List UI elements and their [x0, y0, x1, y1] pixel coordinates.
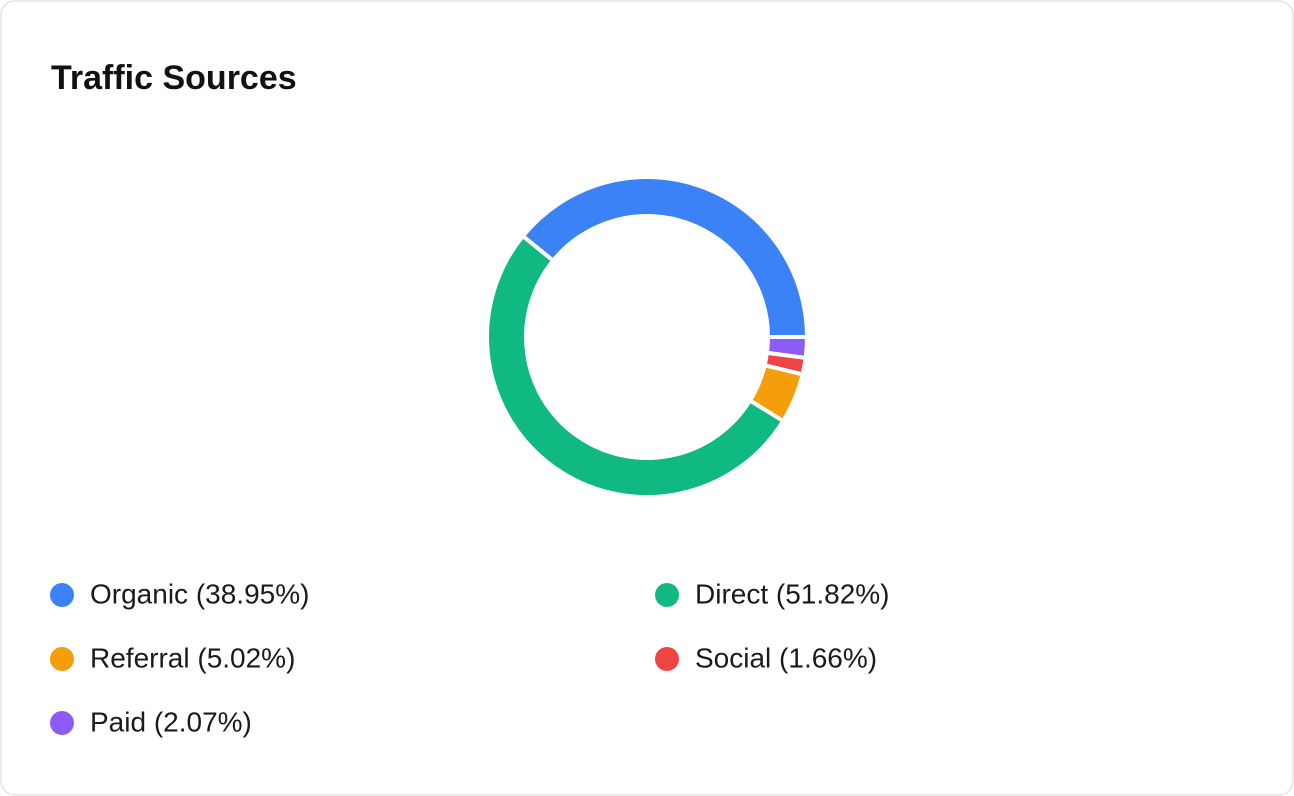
- legend-swatch: [655, 647, 679, 671]
- donut-slice: [485, 233, 786, 499]
- donut-slice: [764, 335, 810, 361]
- chart-title: Traffic Sources: [51, 59, 297, 97]
- legend-label: Referral (5.02%): [90, 642, 295, 673]
- donut-slice: [520, 175, 810, 339]
- legend-label: Social (1.66%): [695, 642, 877, 673]
- legend-label: Organic (38.95%): [90, 578, 309, 609]
- legend-swatch: [50, 583, 74, 607]
- legend-swatch: [655, 583, 679, 607]
- legend-label: Direct (51.82%): [695, 578, 890, 609]
- legend-swatch: [50, 711, 74, 735]
- legend-label: Paid (2.07%): [90, 706, 252, 737]
- legend-swatch: [50, 647, 74, 671]
